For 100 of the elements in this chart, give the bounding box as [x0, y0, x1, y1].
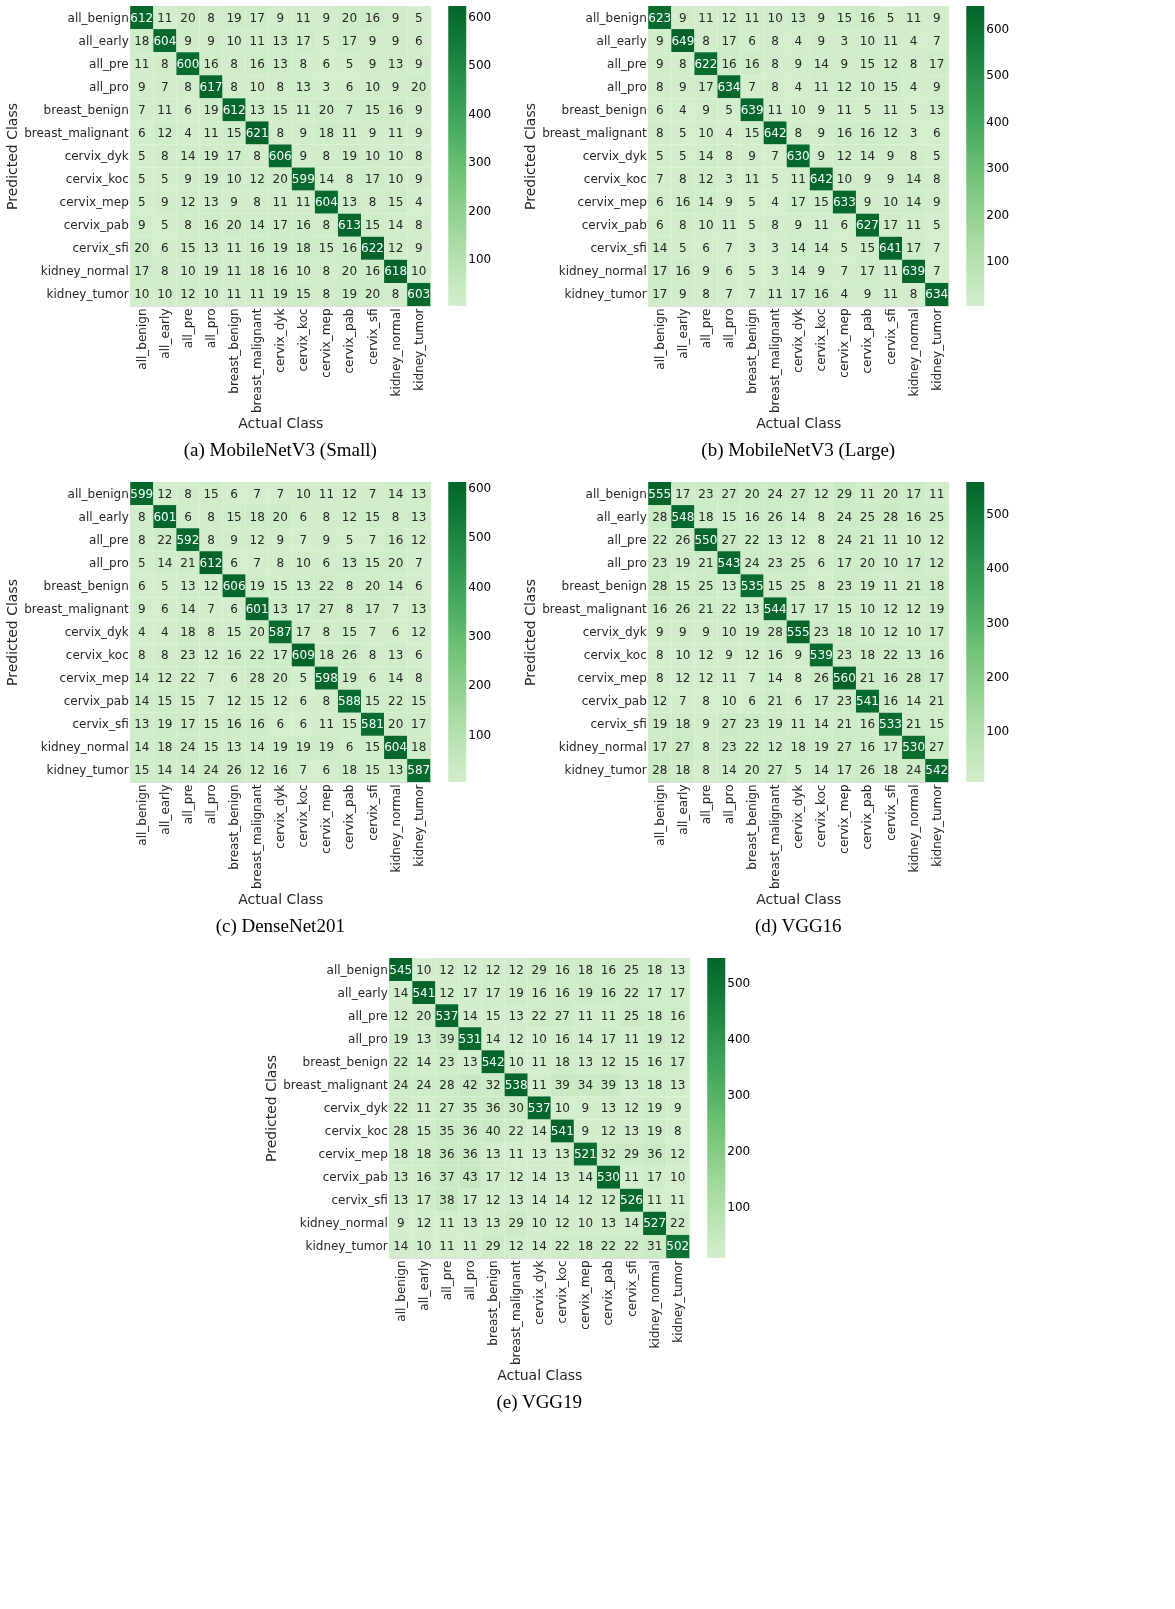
- x-tick-label: cervix_koc: [814, 308, 829, 372]
- y-axis-title: Predicted Class: [522, 578, 539, 687]
- data-label: 535: [740, 578, 764, 593]
- data-label: 10: [675, 648, 691, 663]
- data-label: 12: [623, 1101, 640, 1115]
- data-label: 11: [387, 125, 404, 140]
- data-label: 16: [670, 1008, 686, 1023]
- data-label: 22: [387, 694, 404, 709]
- x-tick-label: kidney_tumor: [929, 308, 944, 391]
- data-label: 19: [813, 740, 829, 755]
- data-label: 8: [391, 287, 400, 302]
- data-label: 9: [702, 264, 710, 279]
- data-label: 22: [721, 601, 737, 616]
- data-label: 11: [157, 10, 173, 25]
- data-label: 21: [836, 717, 853, 732]
- data-label: 16: [249, 241, 265, 256]
- data-label: 617: [199, 79, 223, 94]
- data-label: 7: [725, 241, 733, 256]
- data-label: 14: [387, 486, 404, 501]
- data-label: 28: [652, 763, 668, 778]
- data-label: 15: [364, 509, 381, 524]
- data-label: 18: [180, 625, 196, 639]
- data-label: 14: [180, 149, 196, 163]
- data-label: 12: [600, 1054, 617, 1069]
- color-bar-label: 400: [468, 106, 492, 121]
- data-label: 28: [882, 509, 899, 524]
- x-tick-label: all_pro: [204, 784, 219, 825]
- data-label: 20: [411, 79, 427, 94]
- data-label: 12: [249, 172, 265, 187]
- data-label: 13: [393, 1170, 409, 1185]
- data-label: 17: [652, 287, 668, 302]
- data-label: 7: [771, 149, 779, 163]
- data-label: 12: [157, 125, 173, 140]
- data-label: 15: [157, 694, 173, 709]
- color-bar-label: 200: [986, 207, 1010, 222]
- data-label: 5: [794, 763, 803, 778]
- data-label: 14: [531, 1193, 547, 1208]
- data-label: 18: [577, 1239, 594, 1254]
- data-label: 19: [157, 717, 173, 732]
- y-tick-label: cervix_mep: [59, 671, 129, 686]
- data-label: 9: [276, 10, 285, 25]
- data-label: 14: [249, 218, 265, 233]
- data-label: 9: [794, 56, 803, 71]
- data-label: 12: [485, 1193, 501, 1208]
- data-label: 15: [272, 578, 288, 593]
- data-label: 16: [272, 264, 288, 279]
- data-label: 9: [581, 1124, 590, 1139]
- y-tick-label: all_pro: [607, 555, 647, 570]
- data-label: 3: [748, 241, 756, 256]
- data-label: 15: [813, 195, 829, 210]
- data-label: 12: [226, 694, 242, 709]
- y-tick-label: kidney_normal: [40, 740, 129, 755]
- x-tick-label: breast_benign: [745, 308, 760, 394]
- data-label: 8: [679, 172, 687, 187]
- data-label: 9: [725, 195, 733, 210]
- data-label: 5: [345, 532, 354, 547]
- data-label: 24: [416, 1077, 432, 1092]
- data-label: 27: [721, 532, 737, 547]
- data-label: 11: [272, 195, 288, 210]
- data-label: 36: [462, 1124, 478, 1139]
- x-tick-label: cervix_dyk: [791, 308, 806, 373]
- data-label: 26: [675, 532, 691, 547]
- data-label: 36: [646, 1147, 663, 1162]
- data-label: 7: [932, 33, 941, 48]
- data-label: 26: [859, 763, 876, 778]
- y-tick-label: cervix_pab: [63, 694, 129, 709]
- data-label: 538: [504, 1077, 528, 1092]
- data-label: 7: [161, 79, 169, 94]
- data-label: 14: [790, 241, 806, 256]
- data-label: 16: [203, 218, 219, 233]
- data-label: 530: [902, 740, 926, 755]
- data-label: 8: [322, 218, 331, 233]
- data-label: 20: [387, 717, 404, 732]
- data-label: 27: [767, 763, 783, 778]
- data-label: 10: [387, 149, 404, 163]
- data-label: 8: [817, 509, 826, 524]
- data-label: 8: [655, 79, 664, 94]
- data-label: 5: [161, 218, 169, 233]
- data-label: 20: [859, 555, 876, 570]
- y-tick-label: all_pro: [607, 79, 647, 94]
- data-label: 526: [620, 1193, 644, 1208]
- data-label: 22: [249, 648, 265, 663]
- data-label: 12: [180, 287, 196, 302]
- data-label: 7: [679, 694, 687, 709]
- data-label: 22: [652, 532, 668, 547]
- y-tick-label: kidney_tumor: [46, 287, 129, 302]
- data-label: 22: [393, 1054, 409, 1069]
- data-label: 14: [790, 264, 806, 279]
- data-label: 30: [508, 1101, 524, 1115]
- data-label: 5: [886, 10, 895, 25]
- data-label: 6: [276, 717, 285, 732]
- y-tick-label: kidney_tumor: [305, 1239, 388, 1254]
- data-label: 11: [836, 102, 853, 117]
- data-label: 17: [652, 740, 668, 755]
- data-label: 11: [295, 195, 311, 210]
- text: (b) MobileNetV3 (Large): [701, 438, 896, 461]
- data-label: 19: [203, 102, 219, 117]
- data-label: 22: [623, 1239, 640, 1254]
- data-label: 10: [226, 33, 242, 48]
- color-bar-label: 100: [468, 727, 492, 742]
